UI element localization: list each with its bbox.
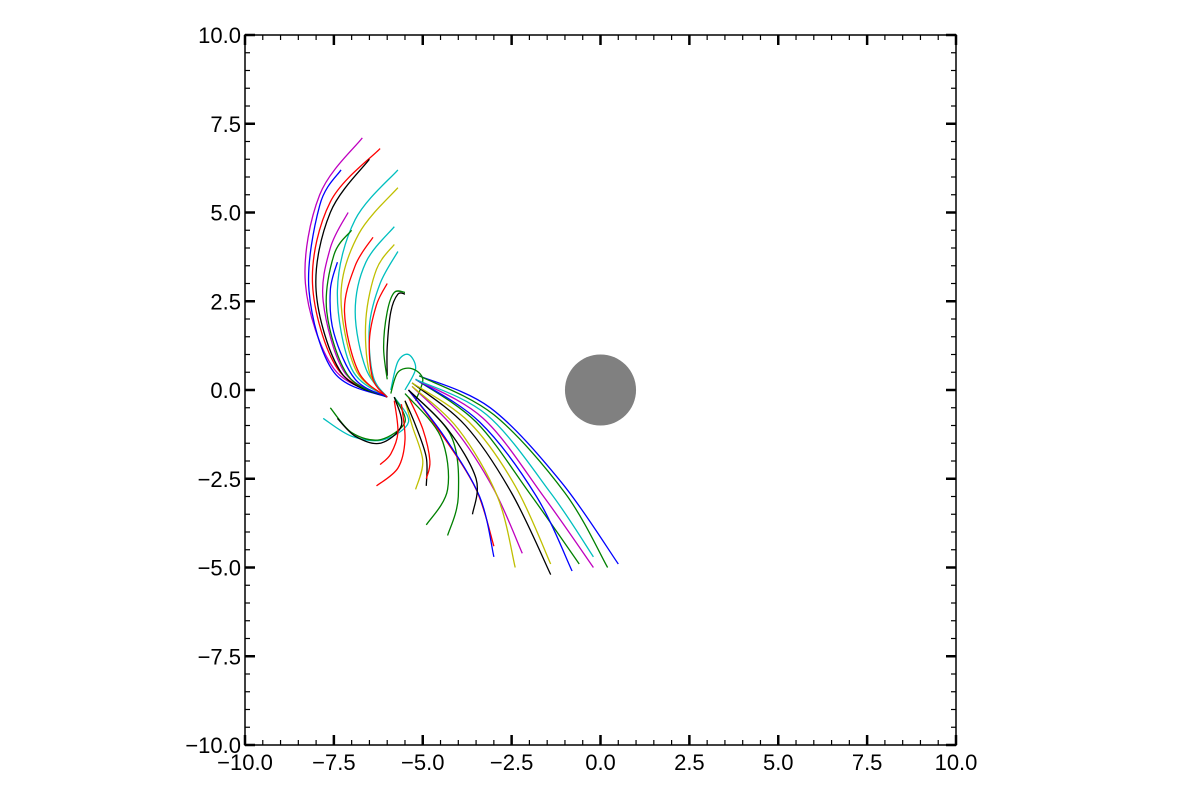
trajectory-line-29 [407, 389, 495, 558]
trajectory-line-34 [411, 382, 552, 565]
axes [243, 33, 958, 747]
y-tick-label: 0.0 [210, 378, 241, 403]
trajectory-line-8 [343, 236, 388, 398]
y-tick-label: 5.0 [210, 201, 241, 226]
trajectory-line-33 [411, 382, 552, 575]
trajectory-line-24 [404, 400, 428, 486]
trajectory-line-3 [315, 158, 388, 398]
x-tick-label: 10.0 [935, 750, 978, 775]
trajectory-line-17 [390, 367, 424, 401]
y-tick-label: −2.5 [198, 467, 241, 492]
trajectory-line-39 [418, 375, 619, 565]
x-tick-label: 5.0 [763, 750, 794, 775]
x-tick-label: −5.0 [401, 750, 444, 775]
y-tick-label: 10.0 [198, 23, 241, 48]
trajectory-line-36 [415, 378, 573, 572]
trajectory-line-13 [368, 283, 388, 398]
x-tick-label: −2.5 [490, 750, 533, 775]
trajectory-line-25 [407, 396, 431, 479]
central-body [564, 354, 637, 426]
trajectory-line-14 [386, 292, 406, 376]
trajectory-line-4 [336, 169, 399, 398]
x-tick-label: −7.5 [312, 750, 355, 775]
trajectory-line-18 [322, 396, 410, 442]
y-tick-label: −10.0 [185, 733, 241, 758]
x-tick-label: −10.0 [217, 750, 273, 775]
trajectory-line-37 [415, 378, 594, 568]
trajectory-lines [304, 137, 619, 575]
x-tick-label: 0.0 [585, 750, 616, 775]
trajectory-line-30 [408, 389, 479, 515]
y-tick-label: 7.5 [210, 112, 241, 137]
trajectory-line-2 [307, 169, 388, 398]
trajectory-line-38 [415, 378, 594, 558]
trajectory-line-0 [304, 137, 388, 398]
x-tick-label: 7.5 [852, 750, 883, 775]
trajectory-line-40 [418, 375, 609, 568]
trajectory-line-15 [382, 290, 406, 380]
trajectory-line-5 [340, 187, 399, 398]
trajectory-line-26 [404, 393, 450, 526]
trajectory-line-16 [390, 353, 417, 391]
y-tick-label: −7.5 [198, 644, 241, 669]
trajectory-line-23 [404, 400, 424, 490]
x-tick-label: 2.5 [674, 750, 705, 775]
trajectory-line-20 [336, 396, 403, 445]
y-tick-label: −5.0 [198, 556, 241, 581]
trajectory-line-35 [415, 378, 580, 565]
trajectory-line-12 [329, 262, 388, 398]
trajectory-line-22 [376, 404, 406, 487]
trajectory-line-11 [368, 251, 399, 398]
trajectory-line-32 [411, 385, 516, 568]
trajectory-line-21 [379, 400, 399, 466]
central-body-layer [564, 354, 637, 426]
trajectory-line-7 [325, 229, 388, 398]
tick-labels: −10.0 −7.5 −5.0 −2.5 0.0 2.5 5.0 7.5 10.0 −10.0 −7… [185, 23, 977, 775]
y-tick-label: 2.5 [210, 289, 241, 314]
trajectory-line-31 [411, 385, 523, 554]
